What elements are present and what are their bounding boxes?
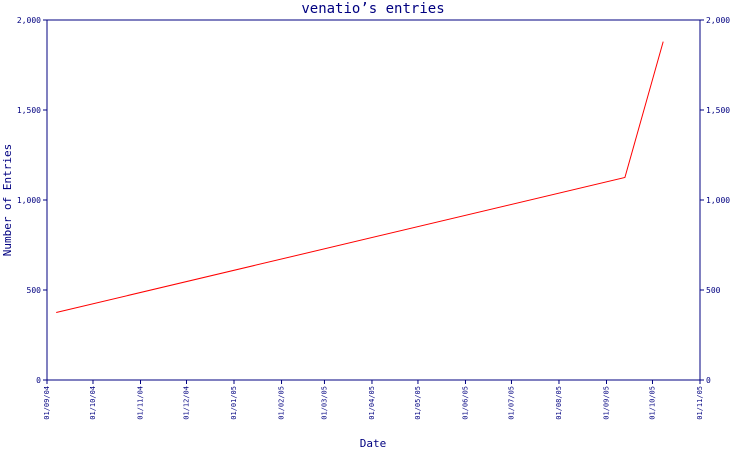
x-tick-label: 01/10/05 <box>648 386 656 420</box>
x-tick-label: 01/11/05 <box>696 386 704 420</box>
x-tick-label: 01/04/05 <box>368 386 376 420</box>
x-tick-label: 01/12/04 <box>182 386 190 420</box>
y-tick-label-right: 1,500 <box>706 106 730 115</box>
chart-title: venatio’s entries <box>301 1 444 17</box>
y-tick-label-left: 500 <box>27 286 42 295</box>
x-tick-label: 01/07/05 <box>507 386 515 420</box>
x-tick-label: 01/02/05 <box>278 386 286 420</box>
x-tick-label: 01/09/05 <box>602 386 610 420</box>
y-axis-left: 0 500 1,000 1,500 2,000 <box>17 16 47 385</box>
y-tick-label-left: 1,500 <box>17 106 41 115</box>
y-tick-label-left: 0 <box>36 376 41 385</box>
x-tick-label: 01/01/05 <box>230 386 238 420</box>
y-tick-label-right: 2,000 <box>706 16 730 25</box>
series-group <box>56 41 664 313</box>
x-axis: 01/09/04 01/10/04 01/11/04 01/12/04 01/01/05… <box>43 380 704 420</box>
y-axis-label: Number of Entries <box>1 144 14 257</box>
x-tick-label: 01/08/05 <box>555 386 563 420</box>
y-tick-label-right: 500 <box>706 286 721 295</box>
y-tick-label-left: 1,000 <box>17 196 41 205</box>
x-tick-label: 01/05/05 <box>414 386 422 420</box>
y-axis-right: 0 500 1,000 1,500 2,000 <box>700 16 730 385</box>
y-tick-label-right: 0 <box>706 376 711 385</box>
x-tick-label: 01/09/04 <box>43 386 51 420</box>
x-tick-label: 01/06/05 <box>461 386 469 420</box>
series-line <box>56 41 664 313</box>
x-tick-label: 01/03/05 <box>320 386 328 420</box>
x-tick-label: 01/11/04 <box>137 386 145 420</box>
x-axis-label: Date <box>360 437 387 450</box>
y-tick-label-right: 1,000 <box>706 196 730 205</box>
plot-frame <box>46 19 701 381</box>
x-tick-label: 01/10/04 <box>89 386 97 420</box>
y-tick-label-left: 2,000 <box>17 16 41 25</box>
